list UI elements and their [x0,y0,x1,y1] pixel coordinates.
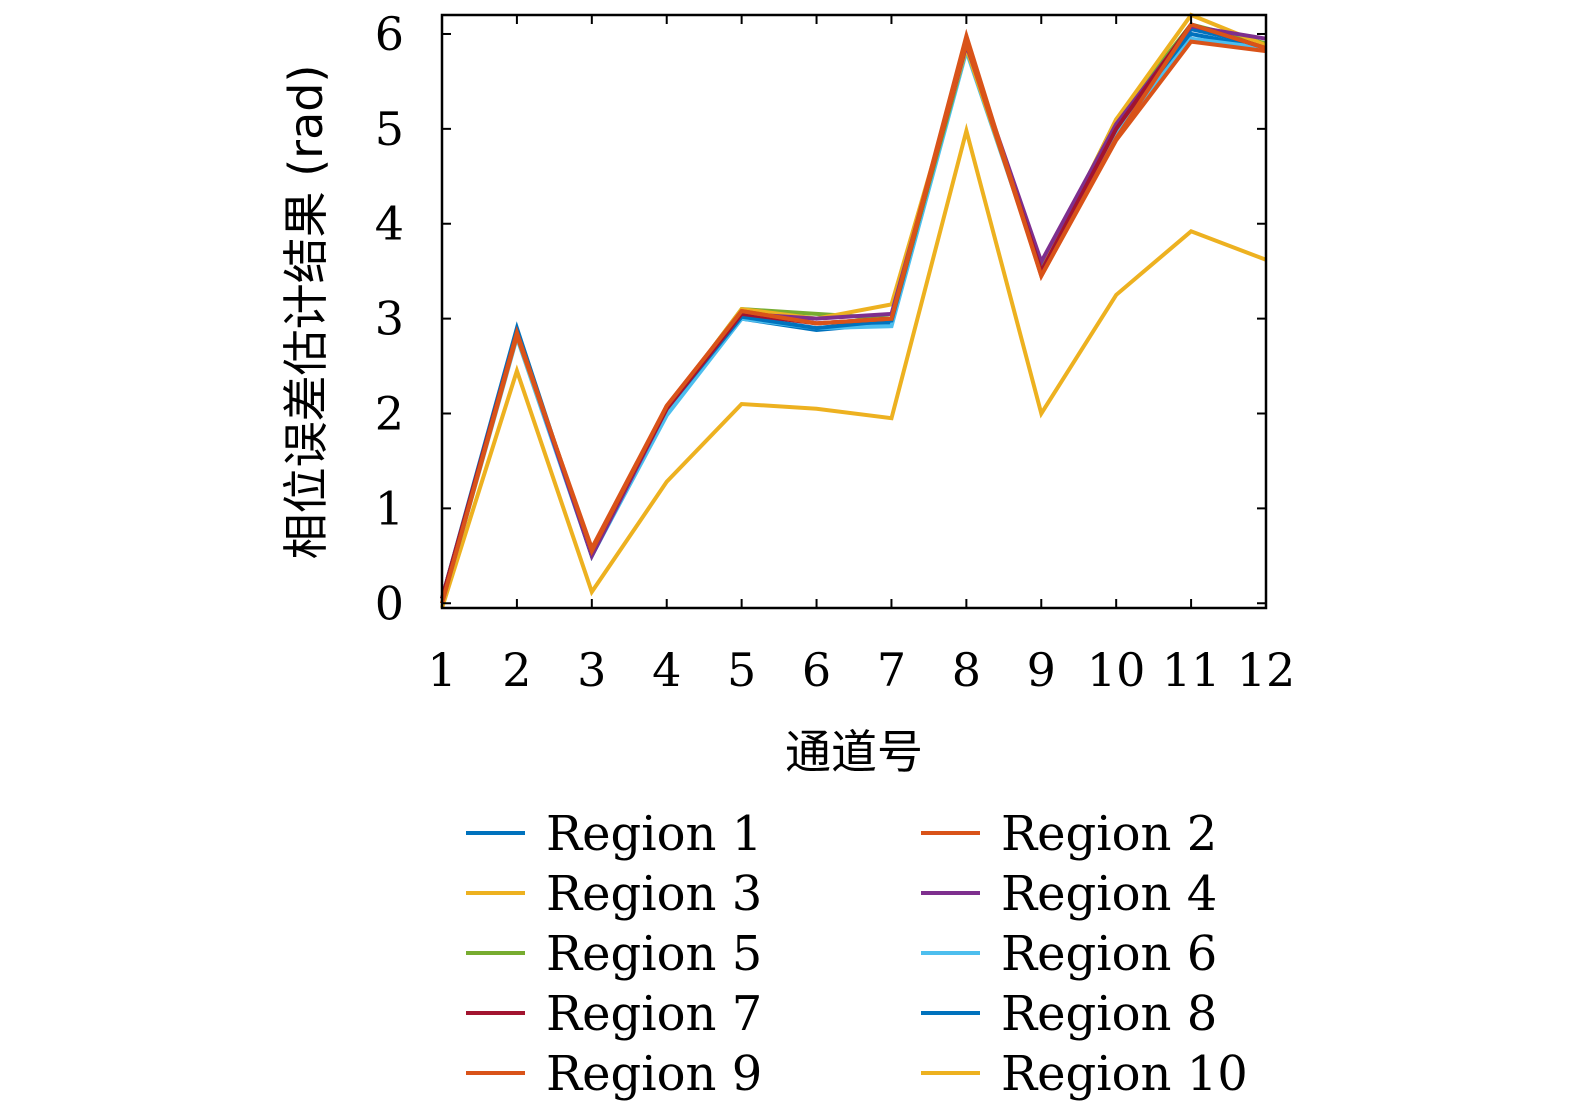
x-axis-title: 通道号 [785,725,923,779]
x-tick-label: 1 [427,643,456,697]
plot-frame [440,13,1268,610]
legend-label: Region 2 [1001,806,1217,862]
x-tick-label: 4 [652,643,681,697]
legend-label: Region 1 [546,806,762,862]
x-tick-label: 11 [1162,643,1221,697]
x-tick-label: 7 [877,643,906,697]
legend-label: Region 6 [1001,926,1217,982]
legend-label: Region 5 [546,926,762,982]
series-layer [440,12,1267,609]
legend-label: Region 7 [546,986,762,1042]
x-tick-label: 12 [1237,643,1296,697]
y-tick-label: 1 [375,481,404,535]
legend-label: Region 10 [1001,1046,1248,1102]
x-tick-label: 10 [1087,643,1146,697]
legend-label: Region 4 [1001,866,1217,922]
y-tick-label: 3 [375,292,404,346]
y-tick-label: 6 [375,7,404,61]
ticks-layer [441,15,1267,608]
y-tick-label: 5 [375,102,404,156]
x-tick-label: 6 [802,643,831,697]
x-tick-label: 5 [727,643,756,697]
series-line-9 [440,28,1267,604]
x-tick-label: 8 [952,643,981,697]
y-axis-title: 相位误差估计结果 (rad) [279,65,333,560]
y-tick-label: 4 [375,197,404,251]
y-tick-label: 0 [375,576,404,630]
x-tick-label: 9 [1027,643,1056,697]
legend-label: Region 9 [546,1046,762,1102]
legend-label: Region 8 [1001,986,1217,1042]
y-tick-label: 2 [375,386,404,440]
x-tick-label: 2 [502,643,531,697]
x-tick-label: 3 [577,643,606,697]
legend: Region 1 Region 2 Region 3 Region 4 Region 5… [466,806,1248,1102]
legend-label: Region 3 [546,866,762,922]
series-line-10 [440,122,1267,609]
